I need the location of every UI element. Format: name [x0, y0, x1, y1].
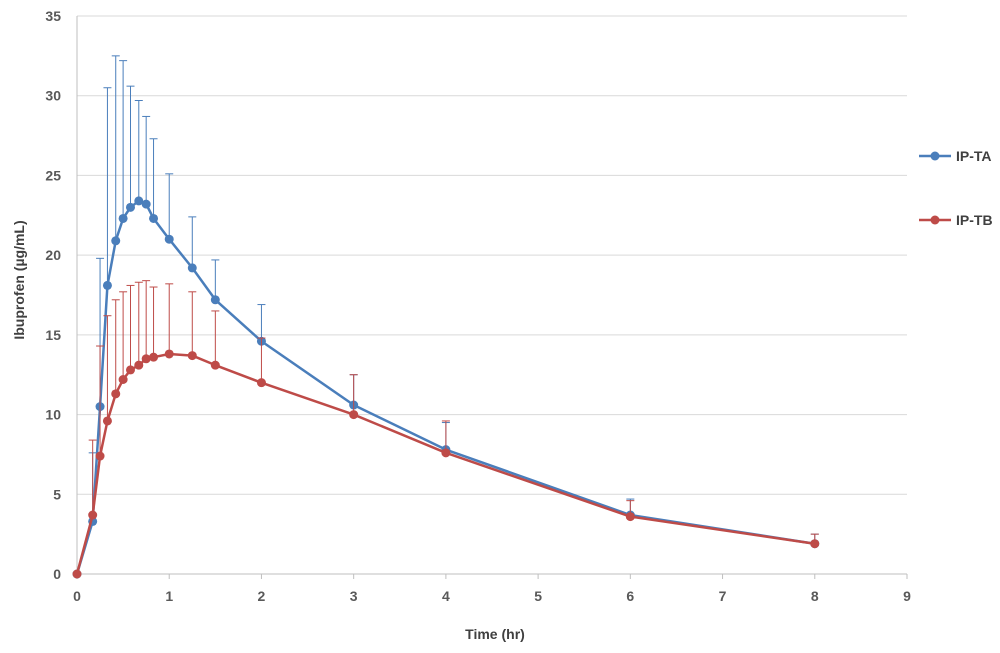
legend-entry-ip-tb: IP-TB: [919, 212, 993, 228]
data-point: [134, 196, 144, 206]
data-point: [441, 448, 451, 458]
x-tick-label-0: 0: [73, 588, 81, 604]
series-ip-ta: [72, 55, 820, 579]
y-tick-label-20: 20: [45, 247, 61, 263]
data-point: [149, 213, 159, 223]
data-point: [118, 374, 128, 384]
data-point: [625, 512, 635, 522]
x-tick-label-6: 6: [626, 588, 634, 604]
error-bars-ip-tb: [88, 280, 819, 544]
x-tick-label-1: 1: [165, 588, 173, 604]
x-tick-label-3: 3: [350, 588, 358, 604]
data-point: [102, 416, 112, 426]
x-tick-label-9: 9: [903, 588, 911, 604]
y-tick-label-35: 35: [45, 8, 61, 24]
data-point: [125, 365, 135, 375]
series-ip-tb: [72, 280, 820, 579]
series-layer: [72, 55, 820, 579]
legend-marker: [930, 215, 940, 225]
series-line-ip-tb: [75, 352, 815, 575]
data-point: [349, 410, 359, 420]
data-point: [118, 213, 128, 223]
data-point: [125, 202, 135, 212]
data-point: [810, 539, 820, 549]
x-tick-label-8: 8: [811, 588, 819, 604]
legend-label: IP-TB: [956, 212, 993, 228]
y-tick-label-15: 15: [45, 327, 61, 343]
data-point: [72, 569, 82, 579]
legend-entry-ip-ta: IP-TA: [919, 148, 992, 164]
error-bars-ip-ta: [88, 55, 819, 544]
data-point: [256, 378, 266, 388]
data-point: [149, 352, 159, 362]
legend-marker: [930, 151, 940, 161]
data-point: [164, 234, 174, 244]
y-tick-label-5: 5: [53, 486, 61, 502]
data-point: [187, 351, 197, 361]
data-point: [187, 263, 197, 273]
data-point: [88, 510, 98, 520]
x-tick-label-2: 2: [258, 588, 266, 604]
x-tick-label-4: 4: [442, 588, 450, 604]
y-tick-label-30: 30: [45, 88, 61, 104]
data-point: [111, 236, 121, 246]
data-point: [164, 349, 174, 359]
legend-label: IP-TA: [956, 148, 992, 164]
x-tick-label-7: 7: [719, 588, 727, 604]
y-tick-label-0: 0: [53, 566, 61, 582]
x-tick-label-5: 5: [534, 588, 542, 604]
y-axis-title: Ibuprofen (µg/mL): [11, 220, 27, 339]
series-line-ip-ta: [75, 199, 815, 575]
legend: IP-TA IP-TB: [919, 148, 993, 228]
data-point: [111, 389, 121, 399]
y-tick-label-25: 25: [45, 167, 61, 183]
data-point: [210, 295, 220, 305]
data-point: [134, 360, 144, 370]
tick-labels: 0 5 10 15 20 25 30 35 0 1 2 3 4 5 6 7 8 9: [45, 8, 911, 604]
data-point: [141, 199, 151, 209]
y-tick-label-10: 10: [45, 407, 61, 423]
data-point: [210, 360, 220, 370]
gridlines: [77, 15, 907, 495]
axes: [76, 16, 908, 579]
data-point: [141, 354, 151, 364]
data-point: [95, 451, 105, 461]
x-axis-title: Time (hr): [465, 626, 525, 642]
data-point: [102, 280, 112, 290]
